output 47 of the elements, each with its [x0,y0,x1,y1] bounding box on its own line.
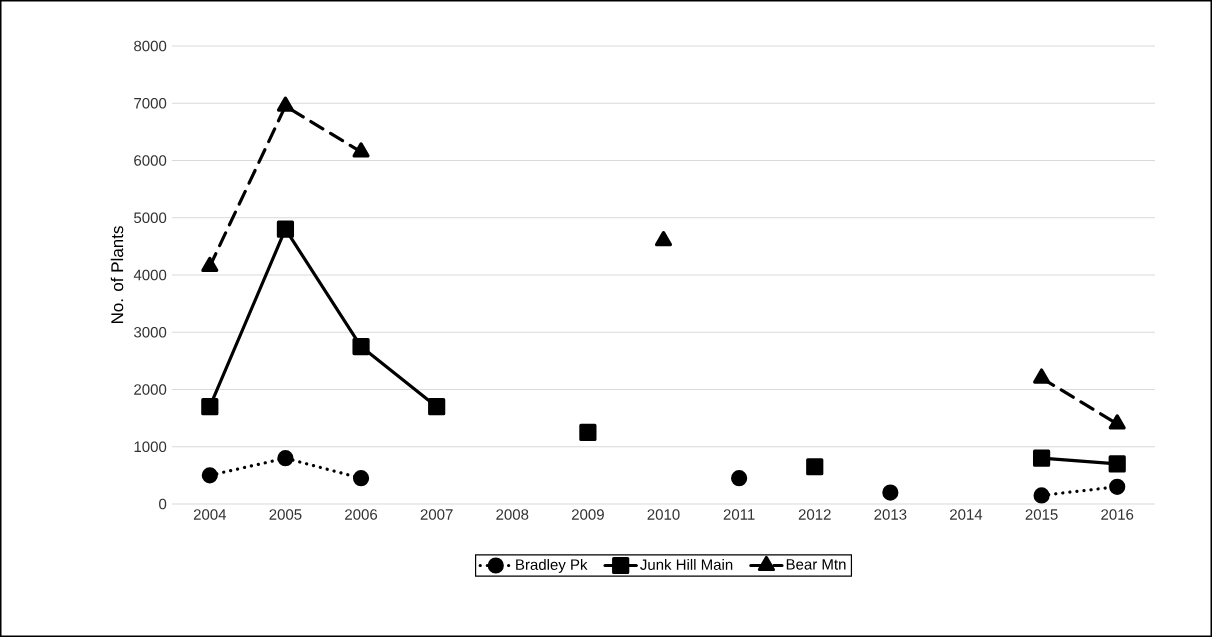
point [806,458,824,476]
y-tick-label: 1000 [134,441,167,453]
x-tick-label: 2009 [571,509,604,520]
point [1033,368,1051,384]
y-axis-title: No. of Plants [110,226,124,324]
point [201,256,219,272]
point [276,220,295,238]
x-tick-label: 2012 [798,509,831,520]
x-tick-label: 2004 [193,509,227,520]
y-tick-label: 6000 [134,155,167,166]
point [352,142,370,158]
point [1108,414,1126,430]
y-tick-label: 3000 [134,326,167,338]
point [1033,487,1050,504]
legend-label: Bradley Pk [516,558,588,573]
x-tick-label: 2005 [269,509,302,520]
x-tick-label: 2008 [496,509,529,520]
point [352,470,370,487]
point [201,467,218,484]
point [1109,478,1126,495]
x-tick-label: 2007 [420,509,453,520]
point [579,423,597,442]
y-tick-label: 2000 [134,384,167,395]
x-tick-label: 2014 [950,509,983,520]
point [201,398,219,416]
x-tick-label: 2015 [1025,509,1058,520]
y-tick-label: 4000 [133,269,167,281]
x-tick-label: 2006 [345,509,378,520]
point [731,470,748,487]
x-tick-label: 2010 [647,509,680,520]
point [276,96,294,112]
point [352,337,370,356]
x-tick-label: 2011 [723,509,755,520]
y-tick-label: 0 [159,498,167,510]
point [277,450,294,467]
y-tick-label: 5000 [134,212,167,224]
point [654,231,673,247]
point [882,484,899,501]
y-tick-label: 8000 [134,40,167,52]
x-tick-label: 2013 [874,509,907,520]
y-tick-label: 7000 [134,97,167,109]
point [1108,455,1126,473]
point [428,398,446,416]
x-tick-label: 2016 [1101,509,1134,520]
legend-label: Bear Mtn [786,559,846,570]
legend-label: Junk Hill Main [640,558,733,570]
point [1032,449,1051,467]
